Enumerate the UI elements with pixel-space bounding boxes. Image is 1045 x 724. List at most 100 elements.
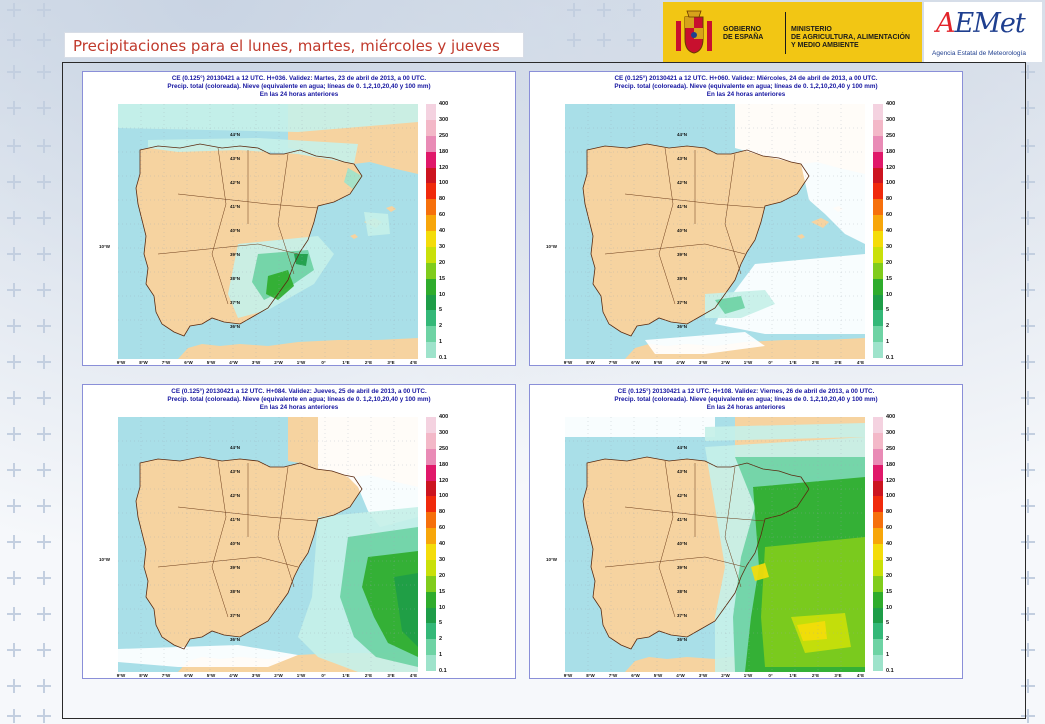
panel-title: CE (0.125°) 20130421 a 12 UTC. H+108. Va… — [530, 388, 962, 412]
panel-title-line-1: CE (0.125°) 20130421 a 12 UTC. H+036. Va… — [171, 75, 427, 82]
legend-label: 250 — [886, 445, 896, 452]
legend-swatch — [426, 528, 436, 545]
reference-longitude-label: 10°W — [99, 557, 111, 562]
reference-longitude-label: 10°W — [99, 244, 111, 249]
latitude-label: 40°N — [230, 228, 241, 233]
longitude-axis: 9°W 8°W 7°W 6°W 5°W 4°W 3°W 2°W 1°W 0° 1°E 2°E 3°E 4°… — [116, 673, 418, 681]
longitude-label: 5°W — [653, 673, 663, 678]
legend-swatch — [873, 544, 883, 561]
page-title: Precipitaciones para el lunes, martes, m… — [64, 32, 524, 58]
legend-swatch — [873, 310, 883, 327]
legend-swatch — [873, 215, 883, 232]
longitude-label: 3°W — [251, 673, 261, 678]
legend-swatch — [426, 448, 436, 465]
latitude-label: 37°N — [230, 300, 241, 305]
forecast-map-panel: CE (0.125°) 20130421 a 12 UTC. H+108. Va… — [529, 384, 963, 679]
legend-label: 5 — [886, 307, 890, 314]
reference-longitude-label: 10°W — [546, 244, 558, 249]
legend-swatch — [873, 417, 883, 434]
legend-label: 80 — [439, 196, 446, 203]
longitude-label: 3°E — [387, 673, 395, 678]
longitude-label: 2°W — [274, 673, 283, 678]
legend-label: 120 — [886, 477, 896, 484]
panel-title-line-2: Precip. total (coloreada). Nieve (equiva… — [167, 83, 431, 90]
longitude-label: 7°W — [161, 360, 171, 365]
legend-label: 60 — [886, 525, 893, 532]
longitude-label: 4°W — [676, 673, 685, 678]
gov-line-2: DE ESPAÑA — [723, 34, 764, 41]
latitude-label: 41°N — [677, 204, 688, 209]
ministry-line-3: Y MEDIO AMBIENTE — [791, 42, 859, 49]
forecast-map-panel: CE (0.125°) 20130421 a 12 UTC. H+036. Va… — [82, 71, 516, 366]
longitude-label: 1°W — [296, 673, 306, 678]
latitude-label: 39°N — [677, 252, 688, 257]
legend-label: 40 — [439, 228, 446, 234]
legend-swatch — [873, 231, 883, 248]
longitude-label: 6°W — [631, 360, 640, 365]
panel-title-line-1: CE (0.125°) 20130421 a 12 UTC. H+108. Va… — [617, 388, 875, 395]
legend-label: 30 — [439, 243, 446, 250]
aemet-logo: AEMet — [936, 8, 1026, 39]
longitude-label: 9°W — [116, 673, 126, 678]
latitude-label: 44°N — [230, 132, 241, 137]
longitude-label: 3°W — [698, 360, 708, 365]
latitude-label: 42°N — [677, 493, 688, 498]
legend-label: 0.1 — [439, 355, 447, 361]
longitude-label: 8°W — [586, 673, 595, 678]
latitude-label: 42°N — [230, 180, 241, 185]
precipitation-map — [118, 104, 418, 359]
longitude-label: 1°E — [789, 360, 797, 365]
latitude-label: 38°N — [677, 589, 688, 594]
legend-label: 400 — [439, 101, 449, 107]
legend-label: 1 — [886, 339, 890, 346]
latitude-label: 36°N — [677, 324, 688, 329]
precipitation-legend: 400 300 250 180 120 100 80 60 40 30 20 15 10 5 2 1 0.1 — [426, 101, 456, 361]
legend-label: 15 — [886, 275, 893, 282]
longitude-label: 3°E — [834, 673, 842, 678]
longitude-label: 8°W — [586, 360, 595, 365]
latitude-label: 36°N — [230, 324, 241, 329]
ministry-label: MINISTERIO DE AGRICULTURA, ALIMENTACIÓN … — [791, 26, 910, 50]
legend-swatch — [426, 135, 436, 152]
legend-label: 80 — [886, 196, 893, 203]
legend-label: 5 — [886, 620, 890, 627]
legend-swatch — [426, 310, 436, 327]
legend-swatch — [873, 575, 883, 592]
longitude-label: 1°E — [789, 673, 797, 678]
legend-swatch — [426, 480, 436, 497]
longitude-label: 9°W — [116, 360, 126, 365]
panel-title-line-1: CE (0.125°) 20130421 a 12 UTC. H+060. Va… — [614, 75, 878, 82]
longitude-label: 0° — [321, 360, 326, 365]
legend-label: 400 — [886, 414, 896, 420]
precipitation-legend: 400 300 250 180 120 100 80 60 40 30 20 15 10 5 2 1 0.1 — [426, 414, 456, 674]
latitude-label: 42°N — [230, 493, 241, 498]
legend-label: 15 — [886, 588, 893, 595]
legend-label: 20 — [439, 259, 446, 266]
longitude-label: 9°W — [563, 673, 573, 678]
longitude-label: 5°W — [206, 360, 216, 365]
legend-swatch — [873, 262, 883, 279]
legend-swatch — [426, 262, 436, 279]
legend-label: 180 — [886, 461, 896, 468]
longitude-label: 9°W — [563, 360, 573, 365]
latitude-label: 41°N — [677, 517, 688, 522]
legend-label: 40 — [439, 541, 446, 547]
legend-label: 0.1 — [886, 355, 894, 361]
longitude-label: 0° — [768, 360, 773, 365]
panel-title: CE (0.125°) 20130421 a 12 UTC. H+060. Va… — [530, 75, 962, 99]
legend-label: 80 — [439, 509, 446, 516]
legend-swatch — [426, 417, 436, 434]
legend-swatch — [873, 512, 883, 529]
ministry-line-2: DE AGRICULTURA, ALIMENTACIÓN — [791, 34, 910, 41]
legend-swatch — [426, 215, 436, 232]
latitude-label: 44°N — [230, 445, 241, 450]
longitude-label: 0° — [768, 673, 773, 678]
legend-label: 30 — [886, 243, 893, 250]
longitude-label: 4°E — [409, 673, 418, 678]
latitude-label: 41°N — [230, 204, 241, 209]
legend-swatch — [426, 342, 436, 359]
legend-label: 100 — [439, 493, 449, 500]
legend-label: 120 — [886, 164, 896, 171]
longitude-axis: 9°W 8°W 7°W 6°W 5°W 4°W 3°W 2°W 1°W 0° 1°E 2°E 3°E 4°… — [563, 673, 865, 681]
